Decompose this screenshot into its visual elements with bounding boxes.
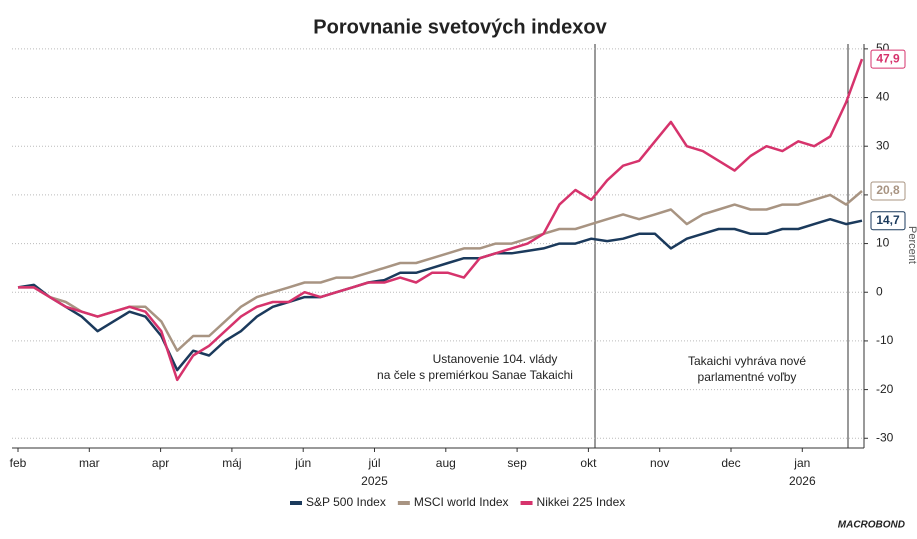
x-tick-label: mar	[79, 456, 100, 470]
legend-label: Nikkei 225 Index	[537, 495, 626, 509]
y-tick-label: -30	[876, 430, 894, 444]
x-tick-label: jún	[294, 456, 311, 470]
series-line	[18, 190, 863, 352]
y-tick-label: 0	[876, 284, 883, 298]
annotation: parlamentné voľby	[698, 370, 797, 384]
x-tick-label: jan	[793, 456, 810, 470]
annotation: Ustanovenie 104. vlády	[433, 352, 558, 366]
y-tick-label: 30	[876, 138, 890, 152]
end-label-box	[870, 181, 906, 201]
annotation: Takaichi vyhráva nové	[688, 354, 806, 368]
y-axis-label: Percent	[906, 226, 917, 264]
y-tick-label: -10	[876, 333, 894, 347]
year-label: 2025	[361, 474, 388, 488]
x-tick-label: nov	[650, 456, 669, 470]
series-line	[18, 58, 864, 382]
x-tick-label: júl	[367, 456, 380, 470]
x-tick-label: apr	[152, 456, 169, 470]
x-tick-label: dec	[721, 456, 740, 470]
end-label-box	[870, 211, 906, 231]
source: MACROBOND	[838, 520, 905, 531]
year-label: 2026	[789, 474, 816, 488]
legend-label: MSCI world Index	[414, 495, 509, 509]
end-label-box	[870, 49, 906, 69]
chart-title: Porovnanie svetových indexov	[313, 16, 607, 38]
y-tick-label: -20	[876, 382, 894, 396]
y-tick-label: 10	[876, 236, 890, 250]
x-tick-label: sep	[507, 456, 527, 470]
end-label: 20,8	[876, 183, 900, 197]
x-tick-label: feb	[10, 456, 27, 470]
end-label: 47,9	[876, 51, 900, 65]
y-tick-label: 40	[876, 90, 890, 104]
end-label: 14,7	[876, 213, 900, 227]
x-tick-label: máj	[222, 456, 241, 470]
x-tick-label: okt	[580, 456, 597, 470]
series-line	[17, 217, 863, 372]
legend-label: S&P 500 Index	[306, 495, 386, 509]
annotation: na čele s premiérkou Sanae Takaichi	[377, 368, 573, 382]
x-tick-label: aug	[436, 456, 456, 470]
